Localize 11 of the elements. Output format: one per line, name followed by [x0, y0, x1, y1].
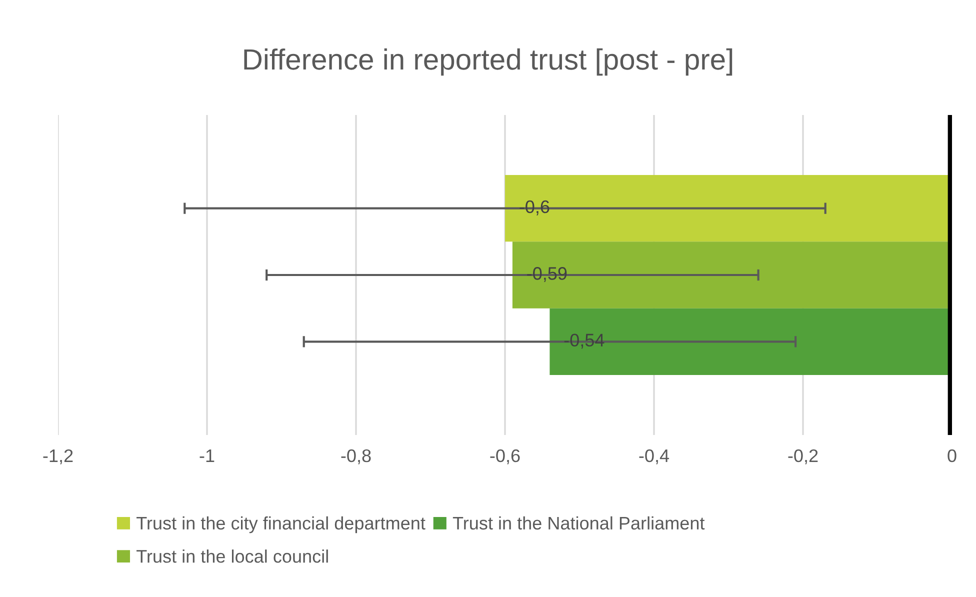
legend-label: Trust in the city financial department [136, 516, 426, 534]
x-tick-label: 0 [948, 449, 956, 462]
chart-title: Difference in reported trust [post - pre] [244, 48, 732, 76]
x-tick-label: -1,2 [43, 449, 73, 464]
x-tick-label: -0,8 [341, 449, 371, 464]
x-tick-label: -1 [200, 450, 214, 462]
x-tick-label: -0,4 [639, 449, 670, 464]
x-tick-label: -0,6 [490, 449, 520, 464]
x-tick-label: -0,2 [788, 449, 818, 464]
legend-label: Trust in the National Parliament [452, 516, 705, 530]
legend-label: Trust in the local council [136, 550, 328, 563]
